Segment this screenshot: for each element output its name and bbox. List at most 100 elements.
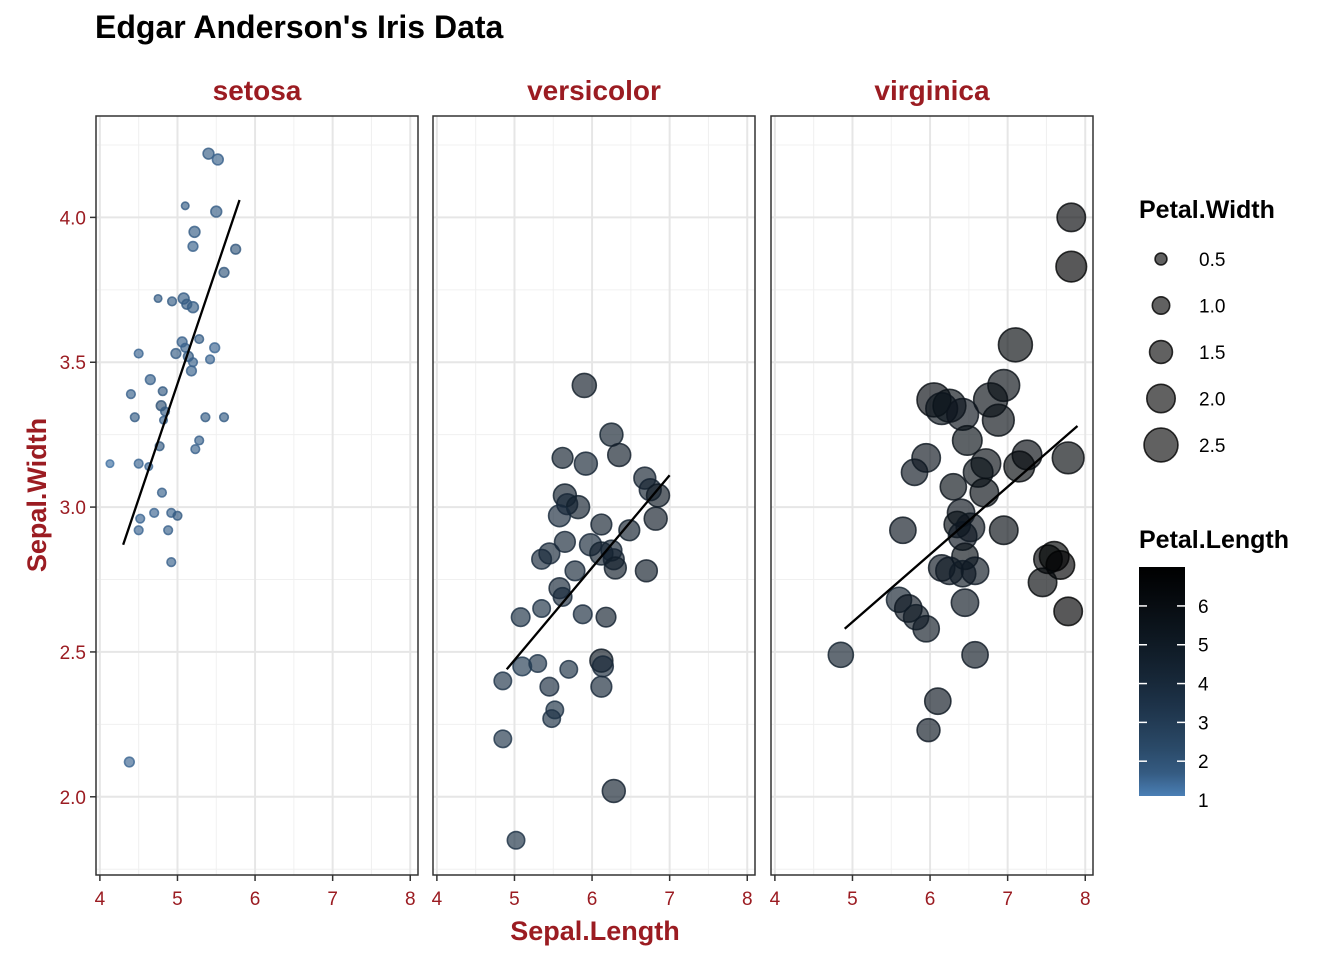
data-point bbox=[186, 300, 200, 314]
data-point bbox=[571, 372, 598, 399]
data-point bbox=[1051, 441, 1085, 475]
data-point bbox=[144, 373, 156, 386]
x-tick-label: 4 bbox=[770, 889, 781, 910]
data-point bbox=[105, 459, 115, 469]
size-legend-key bbox=[1148, 339, 1174, 365]
data-point bbox=[981, 403, 1015, 437]
data-point bbox=[939, 472, 968, 501]
size-legend-title: Petal.Width bbox=[1139, 196, 1275, 224]
y-tick-label: 4.0 bbox=[60, 208, 86, 229]
data-point bbox=[923, 687, 952, 716]
size-legend-key bbox=[1146, 383, 1177, 414]
data-point bbox=[133, 525, 144, 536]
data-point bbox=[194, 435, 205, 446]
data-point bbox=[912, 614, 941, 643]
data-point bbox=[591, 655, 615, 678]
data-point bbox=[827, 641, 855, 669]
regression-line bbox=[122, 199, 241, 546]
data-point bbox=[553, 530, 577, 554]
x-tick-label: 8 bbox=[1080, 889, 1091, 910]
data-point bbox=[1003, 450, 1036, 483]
data-point bbox=[187, 240, 199, 253]
panel-setosa: 4 5 6 7 8 2.0 2.5 3.0 3.5 4.0 bbox=[60, 115, 419, 910]
data-point bbox=[601, 778, 627, 804]
strip-label-setosa: setosa bbox=[213, 75, 302, 106]
color-legend: Petal.Length 1 2 3 4 5 6 bbox=[1139, 526, 1289, 812]
data-point bbox=[900, 458, 929, 487]
strip-label-virginica: virginica bbox=[874, 75, 990, 106]
data-point bbox=[603, 556, 628, 580]
color-legend-label: 3 bbox=[1198, 713, 1209, 734]
data-point bbox=[190, 444, 201, 455]
data-point bbox=[153, 293, 163, 304]
size-legend-key bbox=[1154, 252, 1168, 266]
x-tick-label: 8 bbox=[742, 889, 753, 910]
y-tick-label: 3.0 bbox=[60, 498, 86, 519]
data-point bbox=[1053, 596, 1084, 627]
data-point bbox=[149, 507, 160, 518]
data-point bbox=[564, 560, 586, 582]
data-point bbox=[200, 412, 211, 423]
data-point bbox=[123, 756, 136, 768]
data-point bbox=[211, 153, 225, 166]
data-point bbox=[204, 354, 216, 365]
chart-title: Edgar Anderson's Iris Data bbox=[95, 9, 504, 45]
x-tick-label: 8 bbox=[405, 889, 416, 910]
data-point bbox=[599, 422, 624, 447]
regression-line bbox=[843, 425, 1079, 630]
data-point bbox=[218, 412, 230, 423]
data-point bbox=[960, 556, 990, 586]
data-point bbox=[643, 506, 668, 531]
x-tick-label: 7 bbox=[1002, 889, 1013, 910]
data-point bbox=[166, 557, 177, 568]
data-point bbox=[618, 519, 641, 542]
data-point bbox=[210, 205, 223, 218]
size-legend: Petal.Width 0.5 1.0 1.5 2.0 2.5 bbox=[1139, 196, 1275, 463]
x-tick-label: 7 bbox=[664, 889, 675, 910]
data-point bbox=[590, 513, 613, 536]
data-point bbox=[961, 640, 989, 669]
color-legend-title: Petal.Length bbox=[1139, 526, 1289, 554]
data-point bbox=[1055, 250, 1088, 283]
data-point bbox=[1027, 567, 1058, 598]
panel-border bbox=[770, 115, 1094, 876]
data-point bbox=[950, 588, 980, 618]
data-point bbox=[156, 487, 168, 498]
data-point bbox=[573, 451, 599, 476]
data-point bbox=[180, 201, 190, 211]
x-tick-label: 6 bbox=[250, 889, 261, 910]
data-point bbox=[595, 606, 617, 628]
data-point bbox=[539, 676, 560, 697]
data-point bbox=[202, 147, 215, 160]
panel-virginica: 4 5 6 7 8 bbox=[770, 115, 1094, 910]
data-point bbox=[157, 386, 168, 397]
panels-layer: 4 5 6 7 82.02.53.03.54.04 5 6 7 8 4 5 6 7 8 bbox=[60, 115, 1094, 910]
data-point bbox=[135, 513, 146, 524]
panel-border bbox=[432, 115, 756, 876]
data-point bbox=[532, 598, 552, 618]
data-point bbox=[188, 225, 201, 239]
color-legend-label: 2 bbox=[1198, 752, 1209, 773]
strip-label-versicolor: versicolor bbox=[527, 75, 661, 106]
data-point bbox=[512, 656, 533, 677]
y-axis-title: Sepal.Width bbox=[22, 418, 52, 572]
x-tick-label: 4 bbox=[432, 889, 443, 910]
y-tick-label: 2.0 bbox=[60, 788, 86, 809]
data-point bbox=[218, 266, 230, 279]
size-legend-label: 1.5 bbox=[1199, 343, 1225, 364]
size-legend-key bbox=[1143, 427, 1179, 463]
data-point bbox=[969, 477, 1000, 508]
data-point bbox=[493, 729, 513, 749]
data-point bbox=[133, 458, 144, 469]
size-legend-label: 2.5 bbox=[1199, 436, 1225, 457]
data-point bbox=[988, 515, 1019, 546]
color-legend-label: 1 bbox=[1198, 791, 1209, 812]
panel-versicolor: 4 5 6 7 8 bbox=[432, 115, 756, 910]
y-tick-label: 3.5 bbox=[60, 353, 86, 374]
data-point bbox=[551, 446, 574, 469]
x-tick-label: 5 bbox=[847, 889, 858, 910]
x-axis-title: Sepal.Length bbox=[510, 916, 680, 946]
size-legend-key bbox=[1151, 295, 1171, 315]
data-point bbox=[493, 671, 513, 691]
